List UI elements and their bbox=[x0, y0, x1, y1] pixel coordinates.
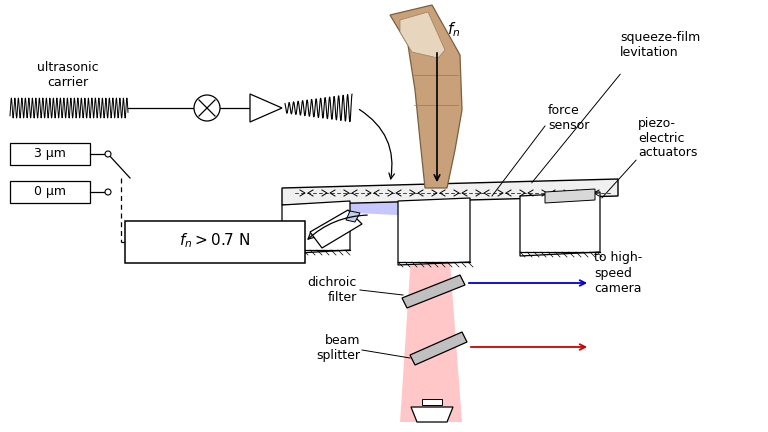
FancyBboxPatch shape bbox=[125, 221, 305, 263]
Polygon shape bbox=[400, 12, 445, 58]
FancyBboxPatch shape bbox=[10, 181, 90, 203]
Text: beam
splitter: beam splitter bbox=[316, 334, 360, 362]
Polygon shape bbox=[250, 94, 282, 122]
Circle shape bbox=[194, 95, 220, 121]
Polygon shape bbox=[422, 399, 442, 405]
Polygon shape bbox=[282, 179, 618, 205]
Polygon shape bbox=[310, 210, 362, 248]
Polygon shape bbox=[390, 5, 462, 188]
Polygon shape bbox=[282, 201, 350, 254]
Text: dichroic
filter: dichroic filter bbox=[308, 276, 357, 304]
Text: $f_n$: $f_n$ bbox=[447, 21, 460, 39]
Polygon shape bbox=[338, 200, 425, 216]
Text: $f_n > 0.7$ N: $f_n > 0.7$ N bbox=[180, 232, 250, 251]
Text: ultrasonic
carrier: ultrasonic carrier bbox=[37, 61, 99, 89]
Text: piezo-
electric
actuators: piezo- electric actuators bbox=[638, 117, 697, 159]
Text: to high-
speed
camera: to high- speed camera bbox=[594, 251, 642, 295]
Polygon shape bbox=[398, 198, 470, 265]
Polygon shape bbox=[411, 407, 453, 422]
Polygon shape bbox=[402, 275, 465, 308]
Circle shape bbox=[105, 151, 111, 157]
Text: 3 μm: 3 μm bbox=[34, 146, 66, 159]
Text: squeeze-film
levitation: squeeze-film levitation bbox=[620, 31, 700, 59]
Polygon shape bbox=[346, 211, 360, 222]
Polygon shape bbox=[520, 192, 600, 256]
Polygon shape bbox=[400, 195, 462, 422]
Polygon shape bbox=[410, 332, 467, 365]
Polygon shape bbox=[545, 189, 595, 203]
Text: force
sensor: force sensor bbox=[548, 104, 589, 132]
Text: 0 μm: 0 μm bbox=[34, 184, 66, 197]
FancyBboxPatch shape bbox=[10, 143, 90, 165]
Circle shape bbox=[105, 189, 111, 195]
